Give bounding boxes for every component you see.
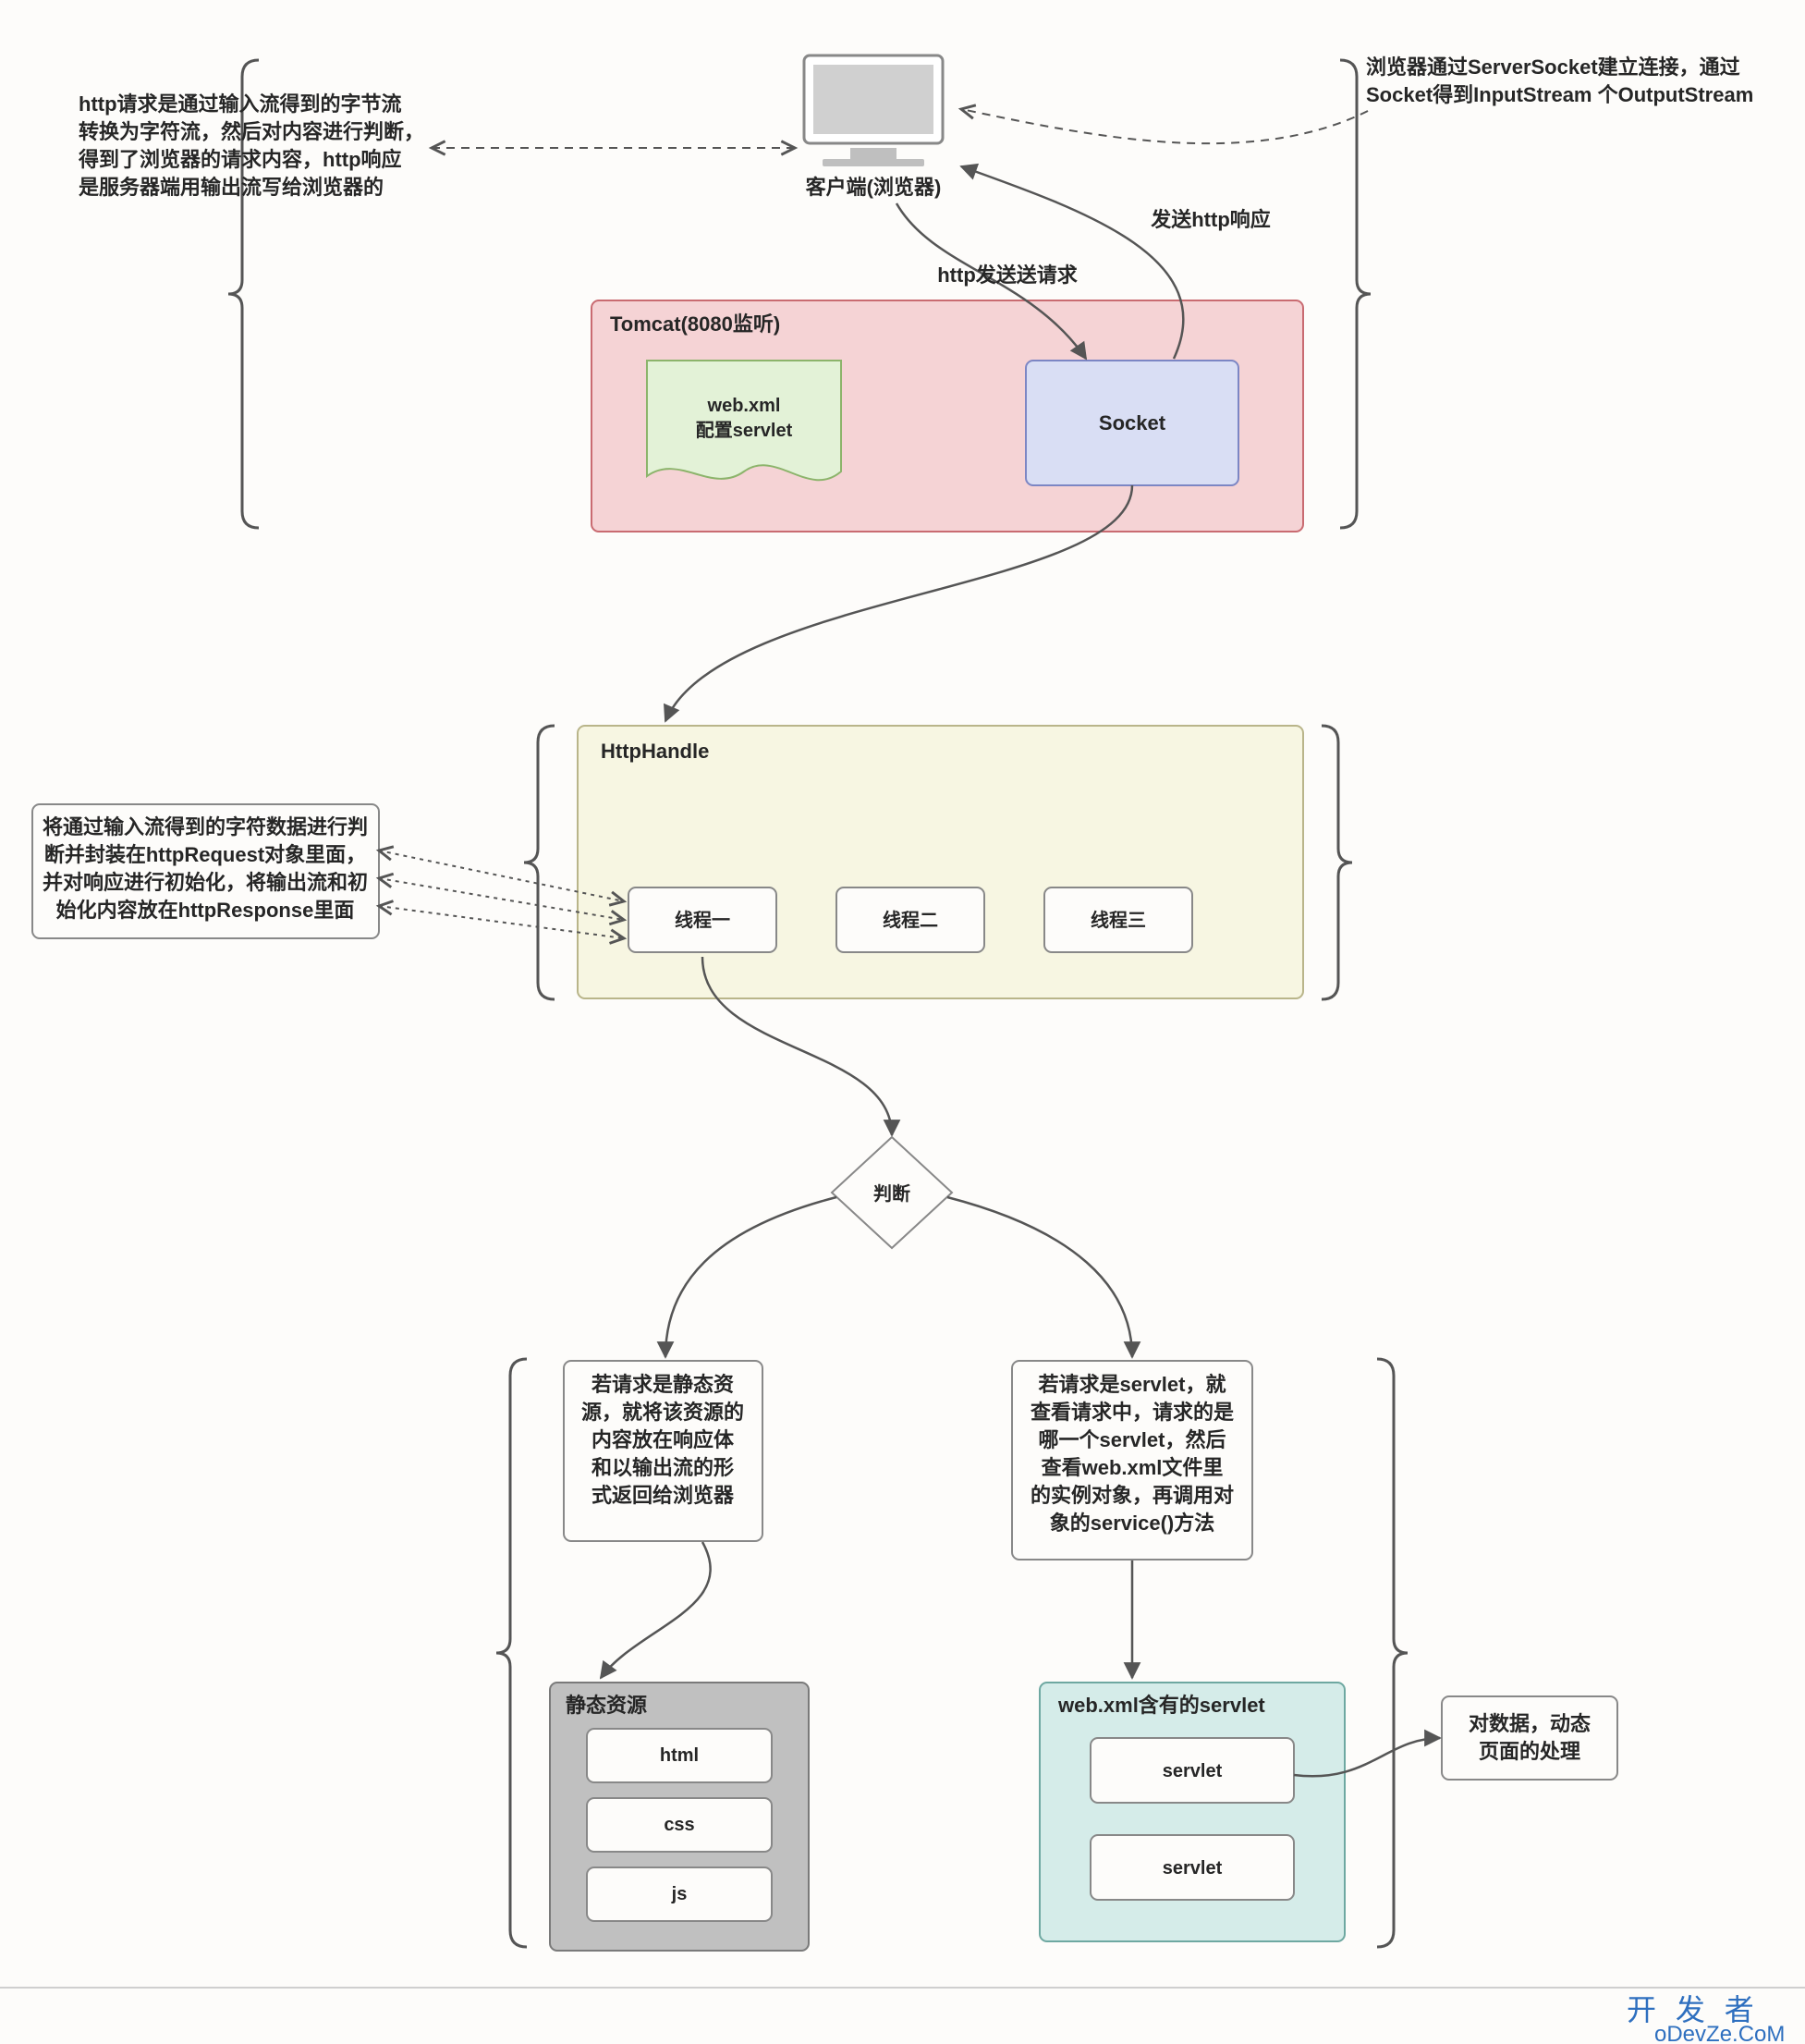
svg-text:式返回给浏览器: 式返回给浏览器 [592, 1484, 735, 1507]
svg-text:将通过输入流得到的字符数据进行判: 将通过输入流得到的字符数据进行判 [43, 815, 368, 838]
svg-text:http请求是通过输入流得到的字节流: http请求是通过输入流得到的字节流 [79, 92, 402, 116]
decision-label: 判断 [873, 1182, 910, 1205]
svg-text:断并封装在httpRequest对象里面，: 断并封装在httpRequest对象里面， [44, 843, 366, 866]
svg-text:浏览器通过ServerSocket建立连接，通过: 浏览器通过ServerSocket建立连接，通过 [1366, 55, 1740, 79]
thread3-label: 线程三 [1091, 909, 1146, 931]
note-dynamic-box [1442, 1696, 1617, 1780]
svg-text:若请求是servlet，就: 若请求是servlet，就 [1039, 1373, 1226, 1396]
http-send-label: http发送送请求 [937, 263, 1078, 287]
webxml-label2: 配置servlet [696, 420, 793, 441]
svg-text:js: js [671, 1884, 688, 1904]
http-resp-label: 发送http响应 [1150, 208, 1271, 231]
svg-text:转换为字符流，然后对内容进行判断，: 转换为字符流，然后对内容进行判断， [79, 120, 424, 143]
servlet-container [1040, 1683, 1345, 1941]
svg-text:的实例对象，再调用对: 的实例对象，再调用对 [1031, 1484, 1234, 1507]
svg-text:并对响应进行初始化，将输出流和初: 并对响应进行初始化，将输出流和初 [43, 871, 368, 894]
servlet-title: web.xml含有的servlet [1057, 1694, 1265, 1717]
svg-text:内容放在响应体: 内容放在响应体 [592, 1428, 735, 1451]
svg-text:哪一个servlet，然后: 哪一个servlet，然后 [1039, 1428, 1226, 1451]
tomcat-label: Tomcat(8080监听) [610, 312, 780, 336]
socket-label: Socket [1099, 411, 1166, 435]
svg-text:servlet: servlet [1163, 1761, 1223, 1781]
httphandle-container [578, 726, 1303, 998]
svg-text:是服务器端用输出流写给浏览器的: 是服务器端用输出流写给浏览器的 [79, 176, 384, 199]
svg-text:象的service()方法: 象的service()方法 [1050, 1512, 1215, 1535]
svg-text:查看请求中，请求的是: 查看请求中，请求的是 [1031, 1401, 1234, 1424]
httphandle-label: HttpHandle [601, 740, 709, 763]
webxml-label1: web.xml [707, 396, 781, 416]
svg-text:servlet: servlet [1163, 1858, 1223, 1879]
thread1-label: 线程一 [675, 909, 730, 931]
svg-text:页面的处理: 页面的处理 [1479, 1740, 1580, 1763]
svg-text:源，就将该资源的: 源，就将该资源的 [581, 1401, 744, 1424]
svg-text:若请求是静态资: 若请求是静态资 [592, 1373, 734, 1396]
static-title: 静态资源 [566, 1694, 647, 1717]
client-label: 客户端(浏览器) [806, 176, 942, 199]
svg-text:css: css [664, 1815, 694, 1835]
svg-text:始化内容放在httpResponse里面: 始化内容放在httpResponse里面 [56, 899, 355, 922]
svg-text:和以输出流的形: 和以输出流的形 [592, 1456, 734, 1479]
watermark-small: oDevZe.CoM [1654, 2022, 1785, 2044]
svg-text:查看web.xml文件里: 查看web.xml文件里 [1042, 1456, 1224, 1479]
svg-text:html: html [660, 1745, 699, 1766]
svg-text:得到了浏览器的请求内容，http响应: 得到了浏览器的请求内容，http响应 [78, 148, 402, 171]
svg-text:对数据，动态: 对数据，动态 [1469, 1712, 1591, 1735]
thread2-label: 线程二 [883, 909, 938, 931]
svg-text:Socket得到InputStream 个OutputStr: Socket得到InputStream 个OutputStream [1366, 83, 1753, 106]
